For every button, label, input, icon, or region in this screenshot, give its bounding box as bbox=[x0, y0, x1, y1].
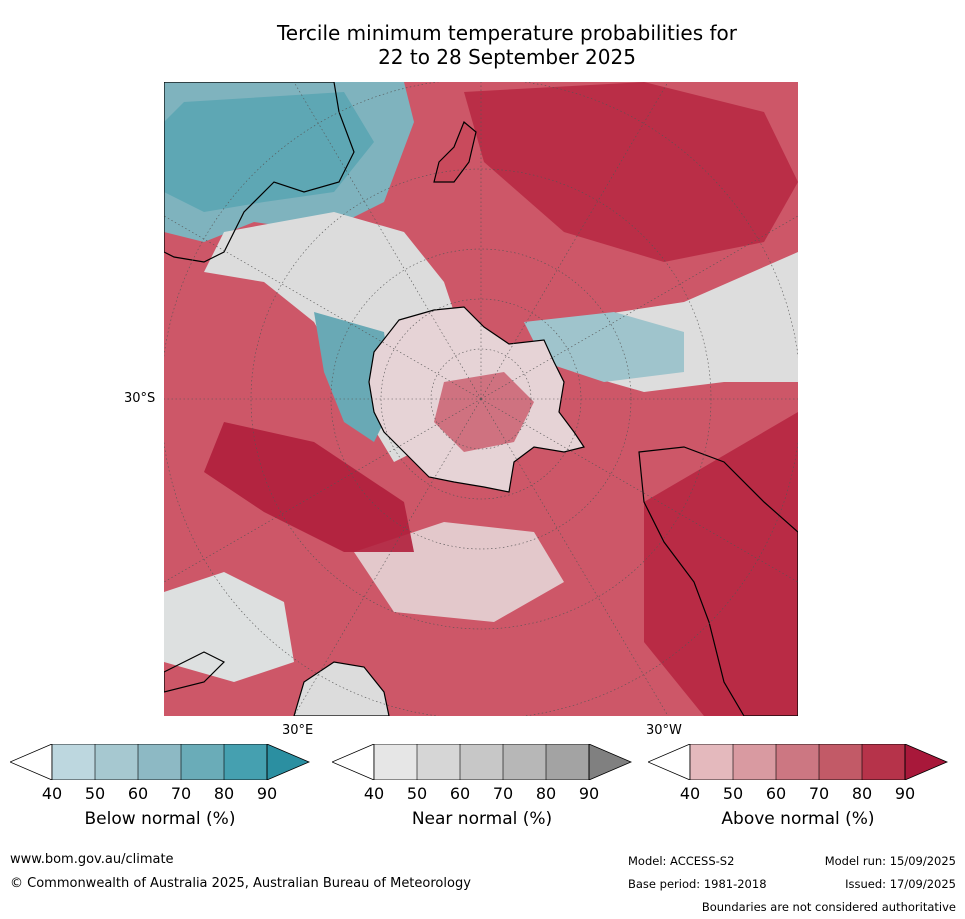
colorbar-near-bin-5 bbox=[546, 744, 589, 780]
colorbar-below-bin-3 bbox=[138, 744, 181, 780]
colorbar-near-tick: 40 bbox=[363, 784, 385, 803]
colorbar-near-label: Near normal (%) bbox=[411, 809, 553, 829]
colorbar-near-arrow-left bbox=[332, 744, 375, 780]
colorbar-below-tick: 80 bbox=[213, 784, 235, 803]
boundary-disclaimer: Boundaries are not considered authoritat… bbox=[701, 900, 956, 914]
colorbar-above-normal bbox=[648, 744, 948, 780]
colorbar-near-bin-3 bbox=[460, 744, 503, 780]
colorbar-above-bin-1 bbox=[690, 744, 733, 780]
below-normal-east-patch bbox=[524, 312, 684, 382]
issued-date: Issued: 17/09/2025 bbox=[845, 877, 956, 891]
antarctica-warm-core bbox=[434, 372, 534, 452]
colorbar-near-bin-2 bbox=[417, 744, 460, 780]
colorbar-above-bin-4 bbox=[819, 744, 862, 780]
model-name: Model: ACCESS-S2 bbox=[628, 854, 735, 868]
colorbar-near-tick: 80 bbox=[535, 784, 557, 803]
deep-red-north bbox=[464, 82, 798, 262]
colorbar-above-tick: 50 bbox=[722, 784, 744, 803]
colorbar-above-arrow-left bbox=[648, 744, 691, 780]
base-period: Base period: 1981-2018 bbox=[628, 877, 767, 891]
colorbar-above-arrow-right bbox=[904, 744, 948, 780]
colorbar-near-tick: 70 bbox=[492, 784, 514, 803]
colorbar-above-bin-5 bbox=[862, 744, 905, 780]
title-line-2: 22 to 28 September 2025 bbox=[378, 45, 636, 69]
colorbar-below-tick: 60 bbox=[127, 784, 149, 803]
colorbar-below-bin-5 bbox=[224, 744, 267, 780]
title-line-1: Tercile minimum temperature probabilitie… bbox=[276, 21, 738, 45]
colorbar-above-label: Above normal (%) bbox=[721, 809, 875, 829]
colorbar-below-normal bbox=[10, 744, 310, 780]
colorbar-above-tick: 80 bbox=[851, 784, 873, 803]
colorbar-above-tick: 90 bbox=[894, 784, 916, 803]
colorbar-below-label: Below normal (%) bbox=[84, 809, 236, 829]
colorbar-below-bin-4 bbox=[181, 744, 224, 780]
graticule bbox=[164, 82, 798, 716]
colorbar-near-tick: 50 bbox=[406, 784, 428, 803]
colorbar-below-tick: 70 bbox=[170, 784, 192, 803]
model-run-date: Model run: 15/09/2025 bbox=[824, 854, 956, 868]
copyright-text: © Commonwealth of Australia 2025, Austra… bbox=[10, 876, 471, 891]
colorbar-near-tick: 90 bbox=[578, 784, 600, 803]
map-title: Tercile minimum temperature probabilitie… bbox=[0, 21, 965, 69]
south-america-outline bbox=[638, 446, 798, 716]
madagascar-outline bbox=[164, 651, 226, 693]
colorbar-below-bin-1 bbox=[52, 744, 95, 780]
colorbar-near-bin-4 bbox=[503, 744, 546, 780]
new-zealand-outline bbox=[433, 121, 477, 183]
polar-map bbox=[164, 82, 798, 716]
colorbar-below-tick: 50 bbox=[84, 784, 106, 803]
colorbar-below-bin-2 bbox=[95, 744, 138, 780]
latitude-label-30s: 30°S bbox=[124, 391, 156, 406]
colorbar-below-arrow-left bbox=[10, 744, 53, 780]
colorbar-near-bin-1 bbox=[374, 744, 417, 780]
deep-red-southeast bbox=[644, 412, 798, 716]
colorbar-below-arrow-right bbox=[266, 744, 310, 780]
colorbar-near-normal bbox=[332, 744, 632, 780]
colorbar-below-tick: 90 bbox=[256, 784, 278, 803]
below-normal-region-core bbox=[164, 92, 374, 212]
colorbar-near-arrow-right bbox=[588, 744, 632, 780]
website-link[interactable]: www.bom.gov.au/climate bbox=[10, 852, 174, 867]
pale-southwest bbox=[164, 572, 294, 682]
longitude-label-30e: 30°E bbox=[282, 723, 314, 738]
colorbar-above-tick: 70 bbox=[808, 784, 830, 803]
colorbar-above-bin-3 bbox=[776, 744, 819, 780]
colorbar-below-tick: 40 bbox=[41, 784, 63, 803]
deep-red-west bbox=[204, 422, 414, 552]
longitude-label-30w: 30°W bbox=[646, 723, 682, 738]
colorbar-above-tick: 40 bbox=[679, 784, 701, 803]
colorbar-above-bin-2 bbox=[733, 744, 776, 780]
colorbar-near-tick: 60 bbox=[449, 784, 471, 803]
colorbar-above-tick: 60 bbox=[765, 784, 787, 803]
